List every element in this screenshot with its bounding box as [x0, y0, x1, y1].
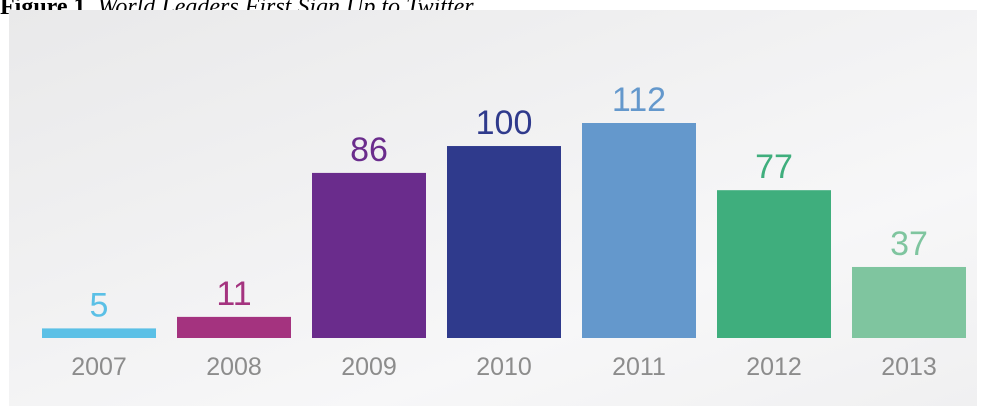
- bar-2010: [447, 146, 561, 338]
- chart-panel: 5 2007 11 2008 86 2009 100 2010 112 2011 77 2012 37 2…: [9, 10, 977, 406]
- value-label-2009: 86: [350, 131, 388, 169]
- x-tick-label-2013: 2013: [881, 353, 937, 381]
- value-label-2013: 37: [890, 225, 928, 263]
- bar-chart: 5 2007 11 2008 86 2009 100 2010 112 2011 77 2012 37 2…: [42, 81, 966, 381]
- x-tick-label-2010: 2010: [476, 353, 532, 381]
- bar-2007: [42, 328, 156, 338]
- bar-2008: [177, 316, 291, 338]
- x-tick-label-2009: 2009: [341, 353, 397, 381]
- value-label-2010: 100: [476, 104, 533, 142]
- bar-2012: [717, 190, 831, 338]
- value-label-2008: 11: [216, 275, 251, 313]
- value-label-2012: 77: [755, 148, 793, 186]
- value-label-2011: 112: [612, 81, 666, 119]
- x-tick-label-2008: 2008: [206, 353, 262, 381]
- bar-2009: [312, 172, 426, 338]
- x-tick-label-2012: 2012: [746, 353, 802, 381]
- value-label-2007: 5: [90, 286, 109, 324]
- x-tick-label-2007: 2007: [71, 353, 127, 381]
- bar-2011: [582, 123, 696, 338]
- x-tick-label-2011: 2011: [612, 353, 666, 381]
- bar-2013: [852, 266, 966, 338]
